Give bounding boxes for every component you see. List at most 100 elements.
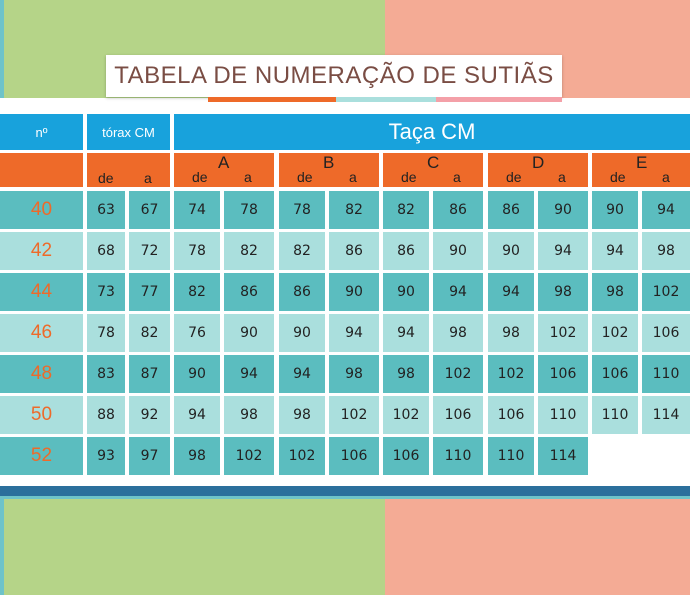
torax-de-cell-text: 93 bbox=[97, 448, 115, 464]
size-cell-text: 50 bbox=[30, 404, 53, 425]
cup-de-cell-text: 78 bbox=[293, 202, 311, 218]
cup-de-label: de bbox=[401, 169, 417, 185]
cup-de-cell-text: 74 bbox=[188, 202, 206, 218]
cup-a-cell-text: 102 bbox=[444, 366, 472, 382]
title-card: TABELA DE NUMERAÇÃO DE SUTIÃS bbox=[106, 55, 562, 97]
cup-de-cell: 82 bbox=[174, 273, 220, 311]
cup-a-cell: 94 bbox=[224, 355, 274, 393]
cup-a-cell-text: 86 bbox=[345, 243, 363, 259]
cup-de-cell-text: 102 bbox=[601, 325, 629, 341]
cup-de-cell: 110 bbox=[488, 437, 534, 475]
cup-a-cell-text: 94 bbox=[657, 202, 675, 218]
subheader-torax: de a bbox=[87, 153, 170, 187]
cup-letter-c: C bbox=[427, 153, 440, 172]
cup-a-label: a bbox=[662, 169, 670, 185]
cup-de-cell: 102 bbox=[488, 355, 534, 393]
cup-a-cell-text: 82 bbox=[240, 243, 258, 259]
torax-a-cell: 82 bbox=[129, 314, 170, 352]
cup-de-cell: 90 bbox=[174, 355, 220, 393]
cup-a-cell-text: 82 bbox=[345, 202, 363, 218]
title-underline-pink bbox=[436, 97, 562, 102]
torax-a-cell-text: 67 bbox=[140, 202, 159, 218]
cup-a-cell: 82 bbox=[224, 232, 274, 270]
cup-de-cell-text: 90 bbox=[397, 284, 415, 300]
cup-a-cell: 110 bbox=[538, 396, 588, 434]
cup-letter-a: A bbox=[218, 153, 230, 172]
subheader-num-blank bbox=[0, 153, 83, 187]
cup-de-cell: 94 bbox=[383, 314, 429, 352]
cup-de-cell: 90 bbox=[592, 191, 638, 229]
cup-de-cell: 86 bbox=[279, 273, 325, 311]
cup-a-cell-text: 86 bbox=[449, 202, 467, 218]
cup-a-cell: 90 bbox=[224, 314, 274, 352]
torax-a-cell: 77 bbox=[129, 273, 170, 311]
cup-de-label: de bbox=[506, 169, 522, 185]
header-torax: tórax CM bbox=[87, 114, 170, 150]
cup-a-cell-text: 110 bbox=[549, 407, 577, 423]
cup-a-cell: 114 bbox=[538, 437, 588, 475]
cup-de-cell-text: 82 bbox=[293, 243, 311, 259]
torax-de-label: de bbox=[98, 170, 114, 186]
cup-a-cell: 106 bbox=[538, 355, 588, 393]
title-underline-orange bbox=[208, 97, 336, 102]
cup-a-cell: 86 bbox=[224, 273, 274, 311]
cup-a-cell: 106 bbox=[433, 396, 483, 434]
torax-a-cell: 87 bbox=[129, 355, 170, 393]
cup-a-cell-text: 94 bbox=[554, 243, 572, 259]
torax-de-cell-text: 78 bbox=[97, 325, 115, 341]
bottom-stripe-accent bbox=[0, 496, 690, 499]
cup-de-cell: 98 bbox=[174, 437, 220, 475]
header-num: nº bbox=[0, 114, 83, 150]
torax-de-cell-text: 63 bbox=[97, 202, 115, 218]
cup-a-cell-text: 102 bbox=[340, 407, 368, 423]
cup-a-cell: 98 bbox=[224, 396, 274, 434]
cup-a-cell-text: 106 bbox=[652, 325, 680, 341]
torax-a-label: a bbox=[144, 170, 152, 186]
size-cell: 42 bbox=[0, 232, 83, 270]
cup-a-cell: 90 bbox=[433, 232, 483, 270]
cup-a-cell: 98 bbox=[538, 273, 588, 311]
torax-a-cell-text: 77 bbox=[140, 284, 159, 300]
cup-a-cell-text: 78 bbox=[240, 202, 258, 218]
size-cell: 48 bbox=[0, 355, 83, 393]
cup-a-cell: 110 bbox=[642, 355, 690, 393]
size-cell-text: 40 bbox=[30, 199, 53, 220]
size-cell: 46 bbox=[0, 314, 83, 352]
cup-de-cell-text: 102 bbox=[392, 407, 420, 423]
cup-a-cell: 82 bbox=[329, 191, 379, 229]
cup-a-cell: 102 bbox=[329, 396, 379, 434]
header-taca-text: Taça CM bbox=[388, 119, 476, 144]
cup-a-cell-text: 106 bbox=[444, 407, 472, 423]
cup-de-cell-text: 86 bbox=[397, 243, 415, 259]
cup-de-cell-text: 94 bbox=[293, 366, 311, 382]
header-num-text: nº bbox=[35, 124, 48, 140]
torax-de-cell-text: 68 bbox=[97, 243, 115, 259]
torax-de-cell: 73 bbox=[87, 273, 125, 311]
cup-de-cell: 106 bbox=[383, 437, 429, 475]
torax-de-cell: 88 bbox=[87, 396, 125, 434]
cup-a-cell: 98 bbox=[642, 232, 690, 270]
torax-de-cell-text: 88 bbox=[97, 407, 115, 423]
cup-de-cell: 86 bbox=[488, 191, 534, 229]
cup-a-cell-text: 94 bbox=[449, 284, 467, 300]
cup-de-cell-text: 106 bbox=[601, 366, 629, 382]
cup-a-cell-text: 102 bbox=[549, 325, 577, 341]
cup-de-cell: 90 bbox=[488, 232, 534, 270]
header-taca: Taça CM bbox=[174, 114, 690, 150]
torax-a-cell-text: 72 bbox=[140, 243, 159, 259]
size-cell: 44 bbox=[0, 273, 83, 311]
cup-a-cell: 90 bbox=[538, 191, 588, 229]
cup-de-cell: 90 bbox=[279, 314, 325, 352]
torax-a-cell: 67 bbox=[129, 191, 170, 229]
cup-de-cell-text: 76 bbox=[188, 325, 206, 341]
torax-de-cell: 78 bbox=[87, 314, 125, 352]
torax-de-cell-text: 73 bbox=[97, 284, 115, 300]
bottom-stripe bbox=[0, 486, 690, 496]
cup-de-cell: 94 bbox=[592, 232, 638, 270]
cup-a-cell: 98 bbox=[433, 314, 483, 352]
cup-de-cell-text: 86 bbox=[293, 284, 311, 300]
cup-de-cell: 94 bbox=[174, 396, 220, 434]
cup-a-cell: 106 bbox=[329, 437, 379, 475]
